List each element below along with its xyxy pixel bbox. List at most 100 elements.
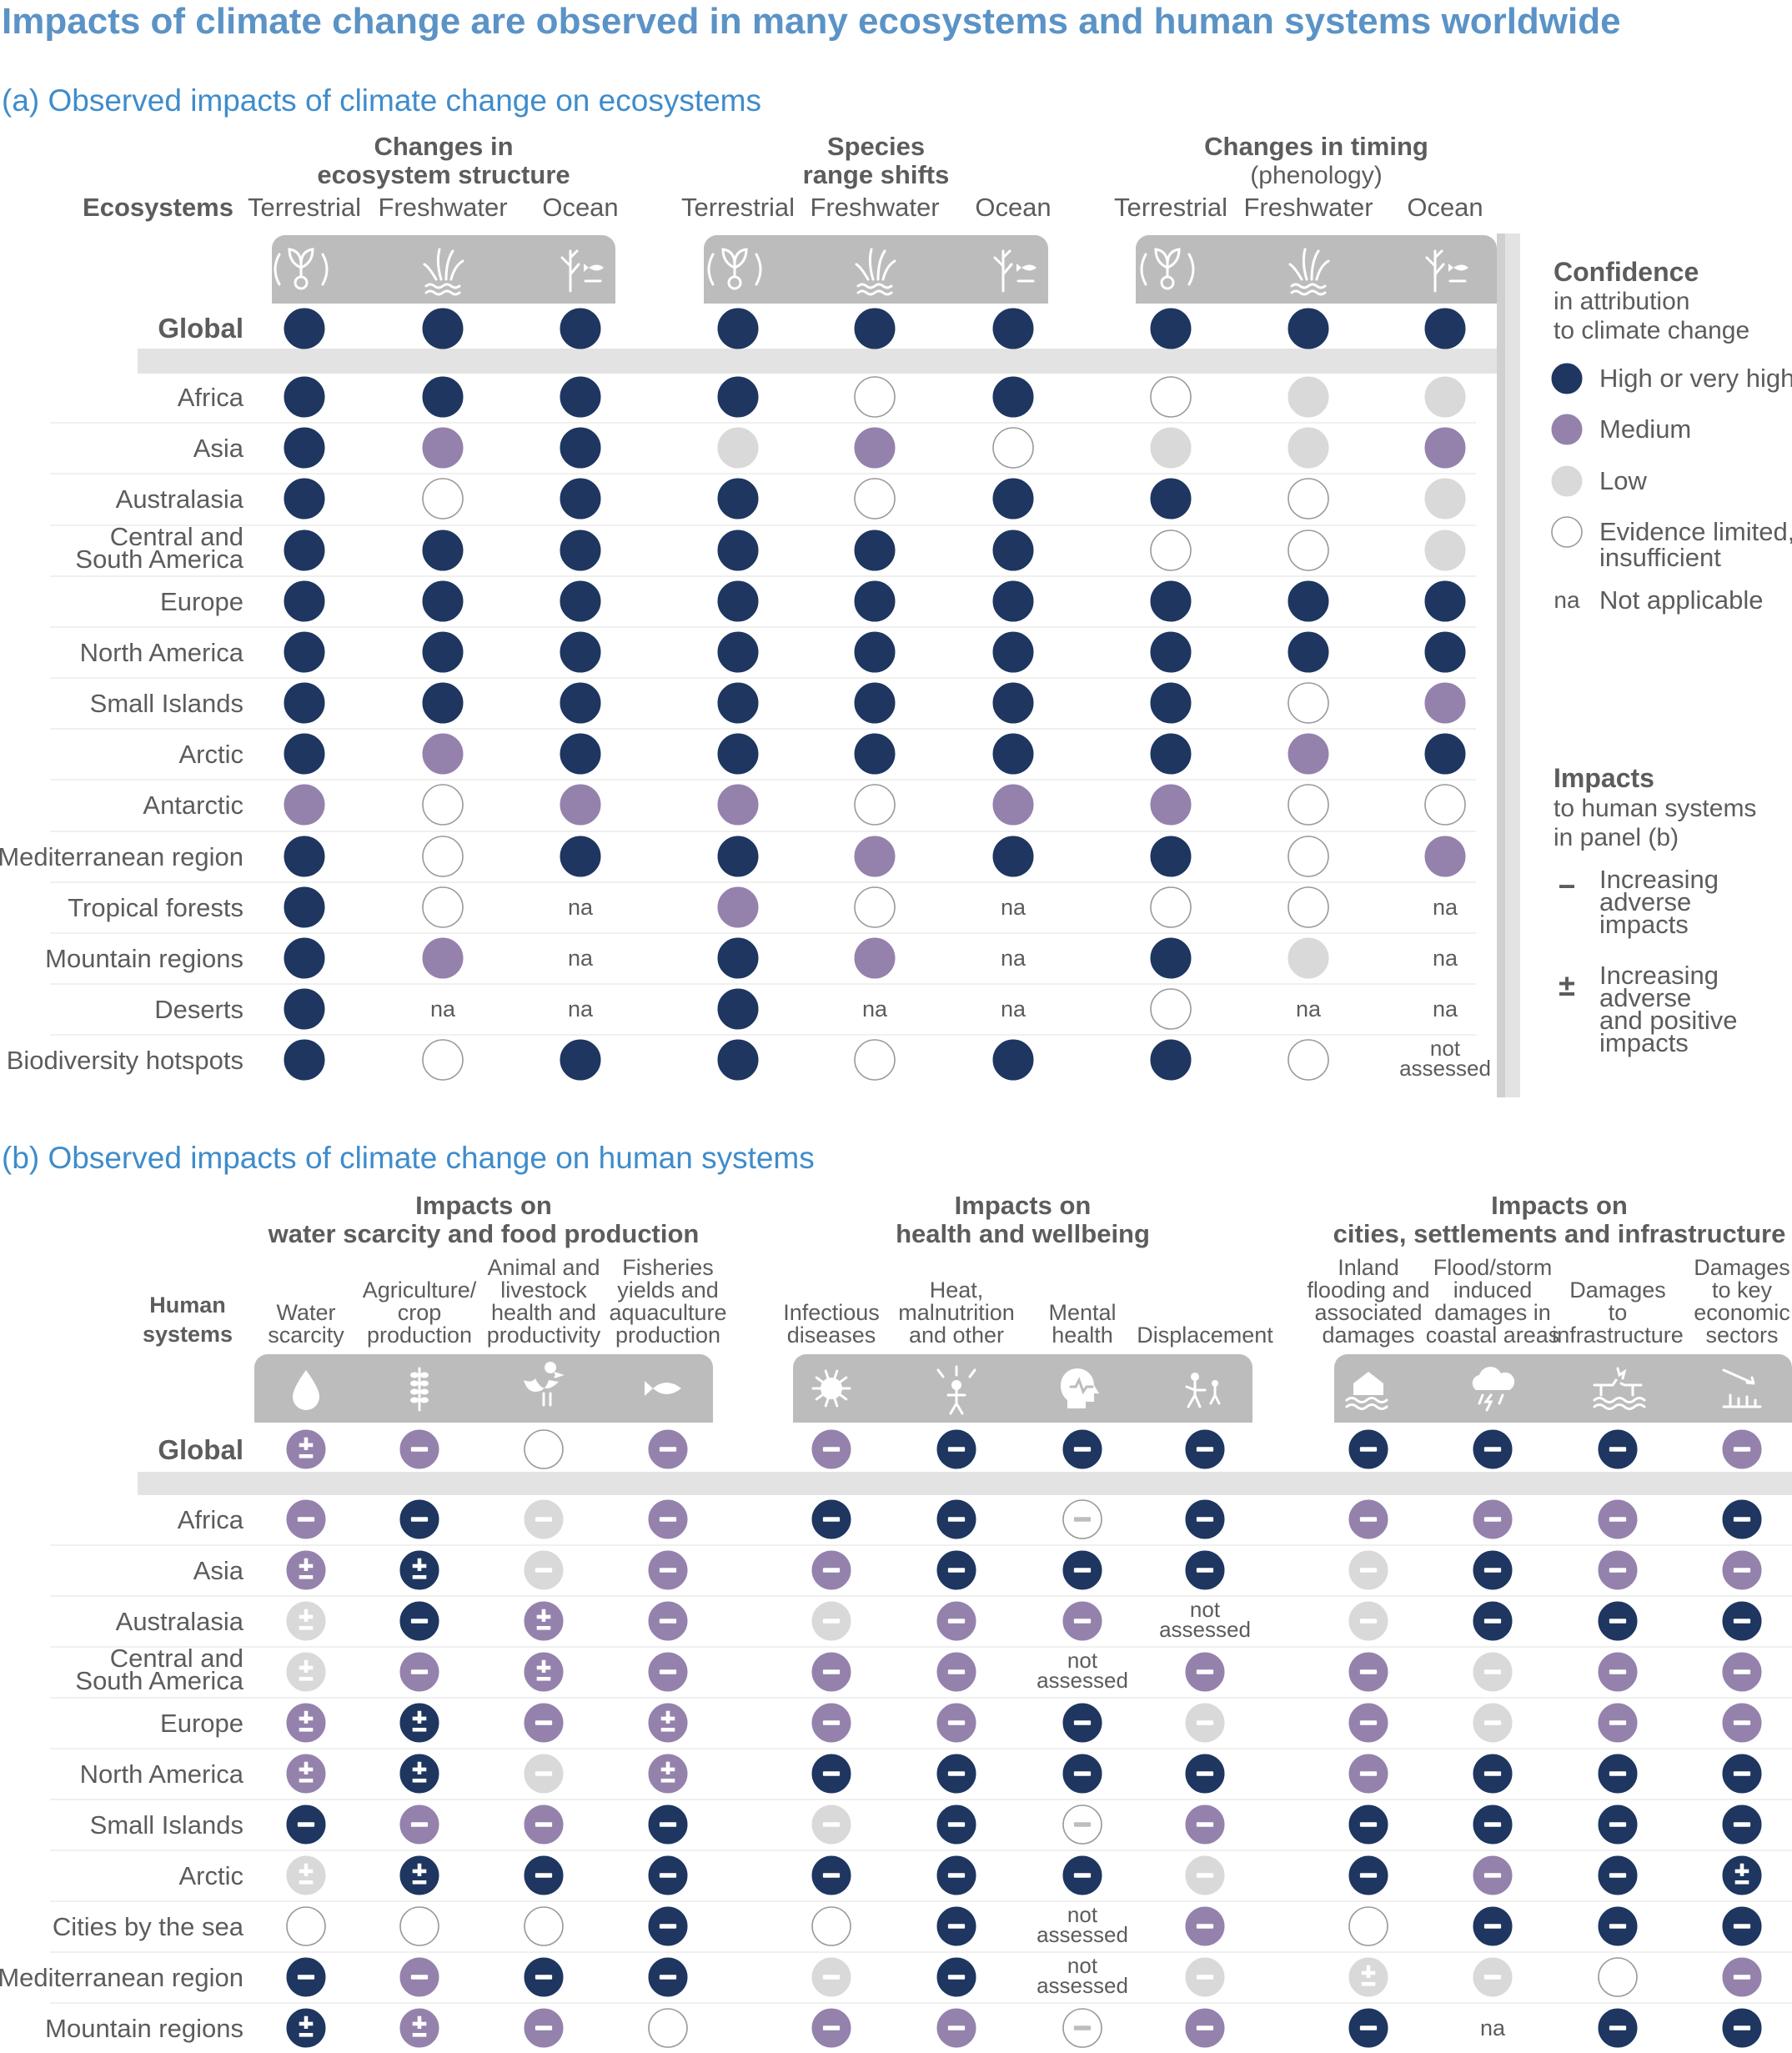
global-cell [284,308,325,349]
plus-minus-base [299,1880,314,1885]
ecosystem-cell [992,682,1034,724]
confidence-dot [1348,1906,1388,1946]
confidence-dot [560,631,601,673]
minus-mark [1733,1447,1751,1452]
plus-minus-stem [304,1437,309,1450]
confidence-dot [854,836,896,877]
confidence-dot [854,886,896,928]
column-header: Animal and [487,1255,600,1280]
legend-impacts-subheading: in panel (b) [1554,824,1679,851]
column-header: Displacement [1137,1323,1273,1348]
body [946,1388,966,1415]
confidence-dot [284,427,325,469]
human-system-cell [1185,1906,1225,1946]
human-system-cell [936,2008,976,2048]
minus-mark [822,1873,841,1878]
ecosystem-cell [1288,784,1329,826]
minus-mark [947,1975,966,1980]
confidence-dot [560,836,601,877]
confidence-dot [1288,682,1329,724]
plus-minus-stem [304,1609,309,1622]
confidence-dot [992,1039,1034,1081]
confidence-dot [1150,427,1192,469]
minus-mark [535,2025,553,2030]
confidence-dot [717,478,759,520]
ecosystem-cell [854,1039,896,1081]
minus-mark [1609,1771,1627,1776]
wheat-icon [410,1367,429,1412]
plus-minus-base [412,1727,427,1732]
human-system-cell [399,1754,439,1794]
minus-mark [947,1517,966,1522]
plus-minus-base [299,1676,314,1681]
minus-mark [1483,1568,1502,1573]
minus-mark [947,1720,966,1725]
ecosystem-cell [992,427,1034,469]
human-system-cell [1185,1703,1225,1743]
human-system-cell [286,1499,326,1539]
ecosystem-cell [717,988,759,1030]
ecosystem-cell [1424,376,1466,418]
minus-mark [535,1771,553,1776]
confidence-dot [286,1906,326,1946]
minus-mark [822,1447,841,1452]
confidence-dot [422,886,464,928]
ecosystem-cell [717,784,759,826]
confidence-dot [717,836,759,877]
confidence-dot [284,988,325,1030]
confidence-dot [1424,376,1466,418]
human-system-cell [1473,1855,1513,1895]
ecosystem-cell [284,836,325,877]
plus-minus-stem [417,1863,422,1876]
confidence-dot [284,733,325,775]
ecosystem-cell: na [430,996,456,1021]
confidence-dot [422,530,464,571]
confidence-dot [560,427,601,469]
ecosystem-cell [992,580,1034,622]
confidence-dot [1150,886,1192,928]
fish-shape [645,1381,681,1396]
legend-confidence-heading: Confidence [1554,257,1699,287]
ecosystem-cell [422,631,464,673]
ecosystem-cell [1150,530,1192,571]
grain-left [410,1397,419,1403]
minus-mark [1733,1720,1751,1725]
row-label: Arctic [179,1861,244,1890]
confidence-dot [717,427,759,469]
human-system-cell [1348,1703,1388,1743]
ecosystem-cell [422,530,464,571]
water-waves [1290,283,1327,296]
ecosystem-cell [717,376,759,418]
confidence-dot [1288,937,1329,979]
panel-a-title: (a) Observed impacts of climate change o… [2,83,761,118]
plus-minus-base [1361,1981,1376,1986]
virus-icon [811,1369,851,1408]
ecosystem-cell [422,478,464,520]
minus-mark [947,1771,966,1776]
plus-minus-stem [541,1659,546,1673]
column-header: productivity [487,1323,601,1348]
human-system-cell [1598,1601,1638,1641]
human-system-cell [1722,1754,1762,1794]
ecosystem-cell [992,631,1034,673]
human-system-cell [1062,1703,1102,1743]
confidence-dot [992,427,1034,469]
minus-mark [1483,1873,1502,1878]
confidence-dot [284,886,325,928]
minus-mark [947,1873,966,1878]
confidence-dot [1150,580,1192,622]
ecosystem-cell [1424,530,1466,571]
confidence-dot [1150,733,1192,775]
human-system-cell [286,1855,326,1895]
row-label: Mountain regions [45,944,243,973]
group-header: range shifts [803,160,950,189]
confidence-dot [1150,682,1192,724]
na-label: na [1001,946,1027,971]
human-system-cell [399,1652,439,1692]
confidence-dot [1150,530,1192,571]
minus-mark [1073,1822,1092,1827]
plus-minus-stem [304,1863,309,1876]
confidence-dot [854,631,896,673]
human-system-cell [1473,1957,1513,1997]
human-system-cell [1348,2008,1388,2048]
